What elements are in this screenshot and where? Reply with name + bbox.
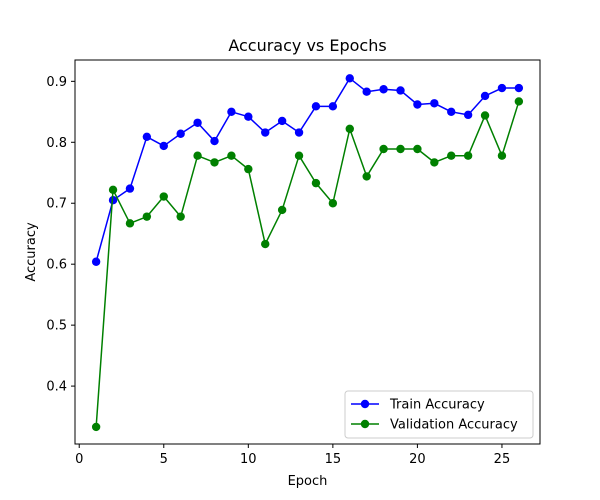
data-point (108, 185, 118, 195)
plot-area-frame (74, 59, 541, 445)
data-point (294, 151, 304, 160)
legend-label: Train Accuracy (389, 398, 485, 413)
data-point (328, 102, 338, 111)
data-point (142, 132, 152, 141)
data-point (91, 257, 101, 266)
data-point (125, 219, 135, 228)
data-point (463, 110, 473, 120)
x-axis-label: Epoch (288, 474, 328, 489)
data-point (193, 151, 202, 160)
legend-marker (360, 419, 370, 429)
data-point (227, 107, 236, 117)
data-point (362, 87, 371, 96)
data-point (244, 164, 253, 174)
legend-item: Validation Accuracy (351, 418, 518, 433)
data-point (396, 86, 405, 95)
y-tick-label: 0.6 (46, 258, 67, 273)
data-point (379, 144, 388, 154)
data-point (362, 172, 371, 181)
series-train (91, 74, 524, 266)
legend-item: Train Accuracy (351, 398, 485, 413)
legend-marker (360, 399, 370, 409)
data-point (277, 205, 287, 215)
data-point (430, 99, 439, 108)
x-tick-label: 15 (325, 452, 342, 467)
y-tick-label: 0.8 (46, 136, 67, 151)
data-point (176, 129, 185, 138)
data-point (159, 141, 168, 151)
data-point (345, 74, 354, 83)
data-point (227, 151, 236, 160)
data-point (480, 111, 490, 120)
y-axis-label: Accuracy (24, 222, 39, 282)
data-point (91, 422, 101, 432)
data-point (176, 212, 185, 221)
data-point (210, 158, 219, 167)
y-tick-label: 0.9 (46, 75, 67, 90)
y-tick-label: 0.7 (46, 197, 67, 212)
chart-title: Accuracy vs Epochs (228, 36, 386, 55)
y-tick-label: 0.4 (46, 380, 67, 395)
data-point (345, 124, 354, 134)
data-point (125, 184, 135, 193)
data-point (193, 118, 202, 127)
legend: Train Accuracy Validation Accuracy (344, 390, 534, 439)
data-point (277, 116, 287, 126)
data-point (480, 91, 490, 101)
data-point (261, 239, 270, 249)
data-point (447, 151, 456, 160)
data-point (497, 151, 507, 160)
data-point (514, 83, 524, 93)
data-point (396, 144, 405, 154)
data-point (447, 107, 456, 117)
legend-label: Validation Accuracy (390, 418, 518, 433)
data-point (328, 199, 338, 208)
legend-box (344, 390, 534, 439)
data-point (210, 136, 219, 146)
data-point (261, 128, 270, 137)
x-tick-label: 5 (160, 452, 168, 467)
data-point (430, 158, 439, 167)
data-point (294, 128, 304, 137)
data-point (463, 151, 473, 160)
data-point (514, 97, 524, 106)
series-layer (91, 74, 524, 432)
data-point (413, 144, 422, 154)
data-point (311, 102, 321, 111)
data-point (244, 112, 253, 121)
data-point (379, 85, 388, 94)
x-tick-label: 25 (494, 452, 511, 467)
x-tick-label: 0 (75, 452, 83, 467)
x-tick-label: 20 (409, 452, 426, 467)
data-point (142, 212, 152, 221)
x-tick-label: 10 (240, 452, 257, 467)
x-axis-ticks: 0 5 10 15 20 25 (75, 444, 510, 467)
data-point (497, 83, 507, 93)
data-point (413, 100, 422, 109)
y-tick-label: 0.5 (46, 319, 67, 334)
data-point (311, 178, 321, 188)
y-axis-ticks: 0.4 0.5 0.6 0.7 0.8 0.9 (46, 75, 75, 395)
data-point (159, 192, 168, 201)
series-validation (91, 97, 524, 432)
